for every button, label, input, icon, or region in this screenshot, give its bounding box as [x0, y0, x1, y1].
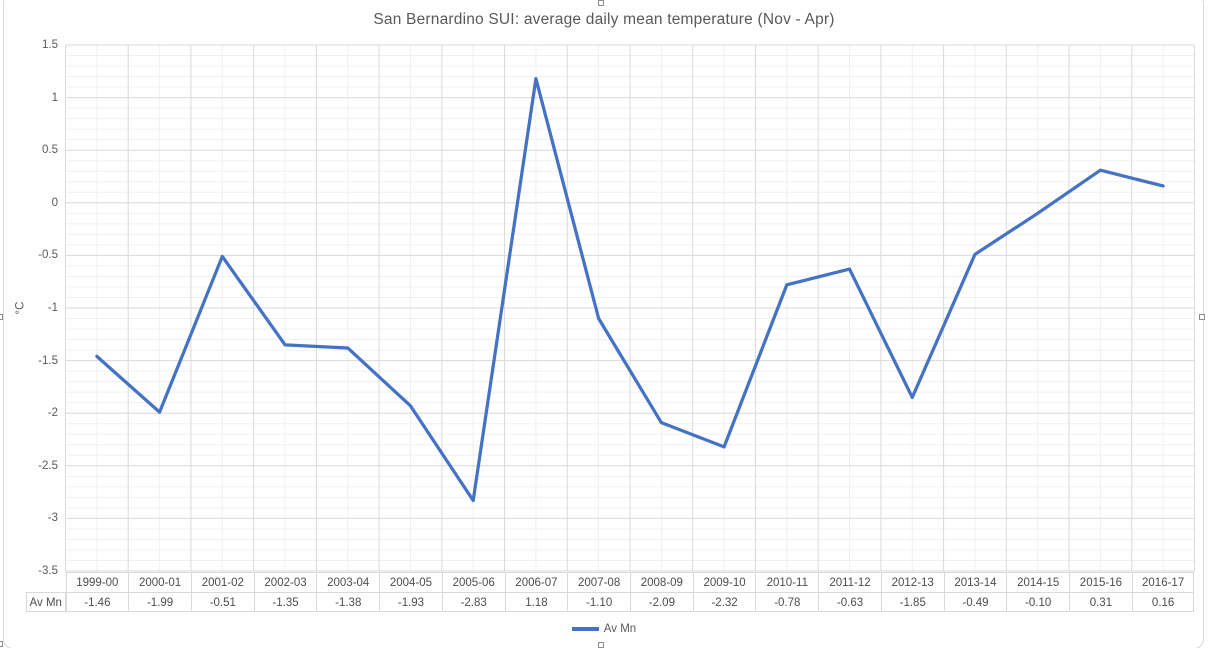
table-value-cell: -1.38: [316, 591, 380, 612]
x-axis-label-cell: 1999-00: [65, 571, 129, 592]
y-tick-label: -1: [47, 302, 58, 314]
y-tick-label: -3: [47, 512, 58, 525]
table-value-cell: 1.18: [504, 591, 568, 612]
x-axis-label-cell: 2006-07: [504, 571, 568, 592]
x-axis-label-cell: 2005-06: [441, 571, 505, 592]
x-axis-label-cell: 2002-03: [253, 571, 317, 592]
x-axis-label-cell: 2009-10: [692, 571, 756, 592]
table-value-cell: 0.31: [1069, 591, 1132, 612]
x-axis-label-cell: 2012-13: [880, 571, 944, 592]
y-tick-label: 0: [51, 196, 58, 209]
legend-line-swatch: [571, 627, 599, 631]
table-value-cell: -0.10: [1006, 591, 1070, 612]
x-axis-label-cell: 2007-08: [567, 571, 630, 592]
series-line-av-mn[interactable]: [95, 77, 1165, 503]
chart-title[interactable]: San Bernardino SUI: average daily mean t…: [373, 11, 835, 28]
x-axis-label-cell: 2011-12: [818, 571, 881, 592]
x-axis-label-cell: 2010-11: [755, 571, 819, 592]
selection-handle-left[interactable]: [0, 314, 3, 320]
table-value-cell: -2.83: [441, 591, 505, 612]
table-value-cell: 0.16: [1131, 591, 1195, 612]
x-axis-label-cell: 2003-04: [316, 571, 380, 592]
x-axis-label-cell: 2004-05: [379, 571, 442, 592]
y-tick-label: 0.5: [42, 144, 58, 157]
x-axis-label-cell: 2015-16: [1069, 571, 1132, 592]
gridlines-major: [65, 44, 1195, 572]
table-value-cell: -1.99: [128, 591, 191, 612]
x-axis-label-cell: 2008-09: [630, 571, 693, 592]
selection-handle-bottom-left[interactable]: [0, 641, 3, 647]
selection-handle-top[interactable]: [598, 0, 604, 6]
table-value-cell: -0.78: [755, 591, 819, 612]
table-value-cell: -2.09: [630, 591, 693, 612]
table-value-cell: -1.93: [379, 591, 442, 612]
x-axis-label-cell: 2000-01: [128, 571, 191, 592]
y-tick-label: -1.5: [38, 354, 58, 367]
x-axis-label-cell: 2014-15: [1006, 571, 1070, 592]
table-value-cell: -1.46: [65, 591, 129, 612]
table-value-cell: -1.35: [253, 591, 317, 612]
table-value-cell: -0.51: [190, 591, 254, 612]
selection-handle-right[interactable]: [1199, 314, 1205, 320]
table-value-cell: -1.85: [880, 591, 944, 612]
table-value-cell: -1.10: [567, 591, 630, 612]
y-tick-label: 1: [51, 91, 58, 104]
legend-label: Av Mn: [603, 623, 637, 635]
y-tick-label: 1.5: [42, 39, 58, 51]
y-tick-label: -2.5: [38, 459, 58, 472]
table-value-cell: -0.49: [943, 591, 1007, 612]
y-tick-label: -3.5: [38, 565, 58, 577]
y-tick-label: -0.5: [38, 249, 58, 262]
legend[interactable]: Av Mn: [0, 620, 1208, 638]
table-value-cell: -0.63: [818, 591, 881, 612]
y-tick-label: -2: [47, 407, 58, 420]
x-axis-label-cell: 2013-14: [943, 571, 1007, 592]
selection-handle-bottom[interactable]: [598, 642, 604, 648]
table-value-cell: -2.32: [692, 591, 756, 612]
x-axis-label-cell: 2001-02: [190, 571, 254, 592]
x-axis-label-cell: 2016-17: [1131, 571, 1195, 592]
table-row-header-cell: Av Mn: [26, 591, 66, 612]
